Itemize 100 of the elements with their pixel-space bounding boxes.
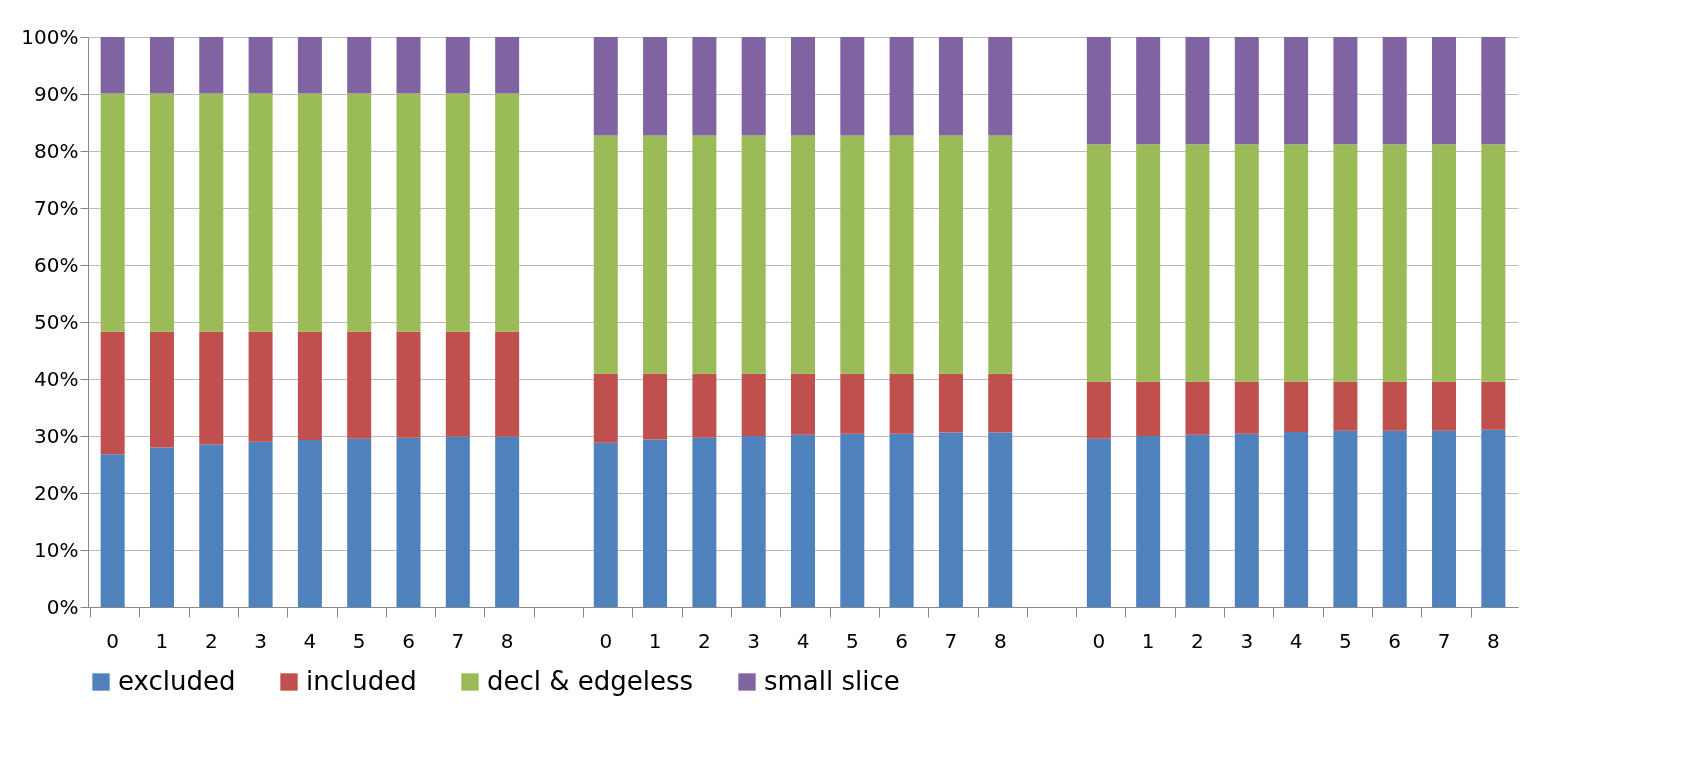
bar — [1382, 144, 1407, 382]
bar — [988, 135, 1013, 374]
bar — [593, 373, 618, 443]
bar — [1234, 144, 1259, 382]
bar — [938, 432, 963, 607]
bar — [347, 331, 372, 439]
bar — [593, 442, 618, 607]
bar — [643, 135, 668, 374]
bar — [396, 93, 421, 332]
bar — [149, 37, 174, 94]
x-tick-label: 2 — [1191, 628, 1204, 653]
bar — [791, 37, 815, 136]
bar — [1136, 144, 1161, 382]
bar — [1185, 37, 1210, 145]
x-tick-label: 7 — [944, 628, 958, 653]
x-tick-label: 4 — [1289, 628, 1303, 653]
bar — [593, 135, 618, 374]
x-tick-label: 5 — [845, 628, 859, 653]
bar — [840, 37, 865, 136]
bar — [1382, 381, 1407, 431]
x-tick-label: 1 — [648, 628, 662, 653]
bar — [248, 37, 273, 94]
y-tick-label: 50% — [34, 309, 79, 334]
bar — [445, 93, 470, 332]
bar — [791, 135, 815, 374]
bar — [643, 37, 668, 136]
bar — [1382, 37, 1407, 145]
y-tick-label: 90% — [34, 81, 79, 106]
bar — [495, 331, 520, 437]
bar — [445, 331, 470, 437]
bar — [1333, 144, 1358, 382]
y-tick-label: 100% — [21, 24, 79, 49]
bar — [1234, 433, 1259, 607]
bar — [692, 37, 717, 136]
bar — [1086, 144, 1111, 382]
x-tick-label: 8 — [500, 628, 514, 653]
bar — [248, 331, 273, 442]
bar — [1136, 37, 1161, 145]
bar — [692, 373, 717, 438]
bar — [1481, 381, 1506, 430]
bar — [1432, 430, 1457, 607]
bar — [1185, 381, 1210, 435]
y-tick-label: 20% — [34, 480, 79, 505]
bar — [1086, 37, 1111, 145]
bar — [1284, 37, 1309, 145]
bar — [1432, 144, 1457, 382]
x-tick-label: 1 — [155, 628, 169, 653]
bar — [100, 93, 125, 332]
bar — [396, 37, 421, 94]
bar — [1432, 381, 1457, 431]
bar — [100, 331, 125, 455]
bar — [1185, 144, 1210, 382]
bar — [347, 37, 372, 94]
bar — [149, 331, 174, 448]
x-tick-label: 0 — [1092, 628, 1106, 653]
legend-label: small slice — [764, 666, 900, 696]
bar — [938, 135, 963, 374]
legend-label: decl & edgeless — [487, 666, 694, 696]
bar — [1333, 430, 1358, 607]
x-tick-label: 3 — [747, 628, 761, 653]
bar — [396, 437, 421, 607]
x-tick-label: 1 — [1141, 628, 1155, 653]
bar — [1234, 381, 1259, 434]
bar — [297, 439, 322, 607]
y-tick-label: 40% — [34, 366, 79, 391]
y-tick-label: 10% — [34, 537, 79, 562]
bar — [1481, 37, 1506, 145]
y-tick-label: 30% — [34, 423, 79, 448]
legend-label: excluded — [118, 666, 236, 696]
bar — [199, 331, 224, 445]
x-tick-label: 6 — [402, 628, 415, 653]
bar — [938, 373, 963, 433]
x-tick-label: 5 — [1339, 628, 1352, 653]
x-tick-label: 3 — [254, 628, 267, 653]
bar — [988, 37, 1013, 136]
bar — [248, 93, 273, 332]
bar — [1481, 144, 1506, 382]
bar — [692, 437, 717, 607]
bar — [1234, 37, 1259, 145]
bar — [889, 373, 914, 434]
bar — [938, 37, 963, 136]
x-tick-label: 7 — [1437, 628, 1451, 653]
x-tick-label: 8 — [1486, 628, 1500, 653]
bar — [741, 37, 766, 136]
bar — [1382, 430, 1407, 607]
x-tick-label: 0 — [106, 628, 120, 653]
x-tick-label: 6 — [895, 628, 908, 653]
x-tick-label: 7 — [451, 628, 465, 653]
y-tick-label: 0% — [46, 594, 79, 619]
bar — [692, 135, 717, 374]
bar — [1185, 434, 1210, 607]
bar — [1086, 438, 1111, 607]
bar — [643, 373, 668, 440]
legend-label: included — [306, 666, 417, 696]
bar — [100, 37, 125, 94]
bar — [199, 444, 224, 607]
bar — [149, 447, 174, 607]
bar — [1284, 144, 1309, 382]
x-tick-label: 6 — [1388, 628, 1402, 653]
x-tick-label: 2 — [204, 628, 218, 653]
